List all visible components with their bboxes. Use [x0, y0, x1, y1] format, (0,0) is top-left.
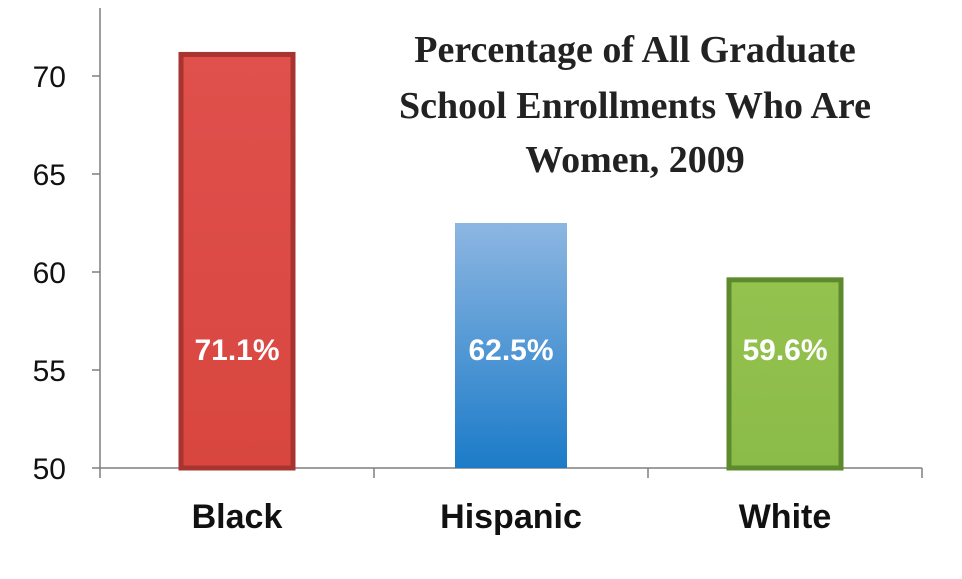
bar-white	[726, 277, 844, 471]
chart-title-line-3: Women, 2009	[525, 139, 745, 181]
data-label-hispanic: 62.5%	[468, 334, 553, 367]
bar-black	[178, 51, 296, 471]
bar-hispanic	[455, 223, 567, 468]
bars	[178, 51, 844, 471]
chart-title: Percentage of All Graduate School Enroll…	[399, 29, 871, 181]
data-label-white: 59.6%	[742, 334, 827, 367]
chart-title-line-2: School Enrollments Who Are	[399, 85, 871, 127]
chart-title-line-1: Percentage of All Graduate	[414, 29, 855, 71]
y-tick-label: 55	[33, 355, 66, 388]
y-tick-label: 60	[33, 257, 66, 290]
y-tick-label: 65	[33, 159, 66, 192]
category-label-black: Black	[192, 498, 283, 536]
category-label-white: White	[739, 498, 832, 536]
category-label-hispanic: Hispanic	[440, 498, 582, 536]
labels: 50 55 60 65 70 71.1% Black 62.5% Hispanic 59.6% Wh…	[33, 61, 832, 536]
y-tick-label: 50	[33, 453, 66, 486]
y-tick-label: 70	[33, 61, 66, 94]
data-label-black: 71.1%	[194, 334, 279, 367]
